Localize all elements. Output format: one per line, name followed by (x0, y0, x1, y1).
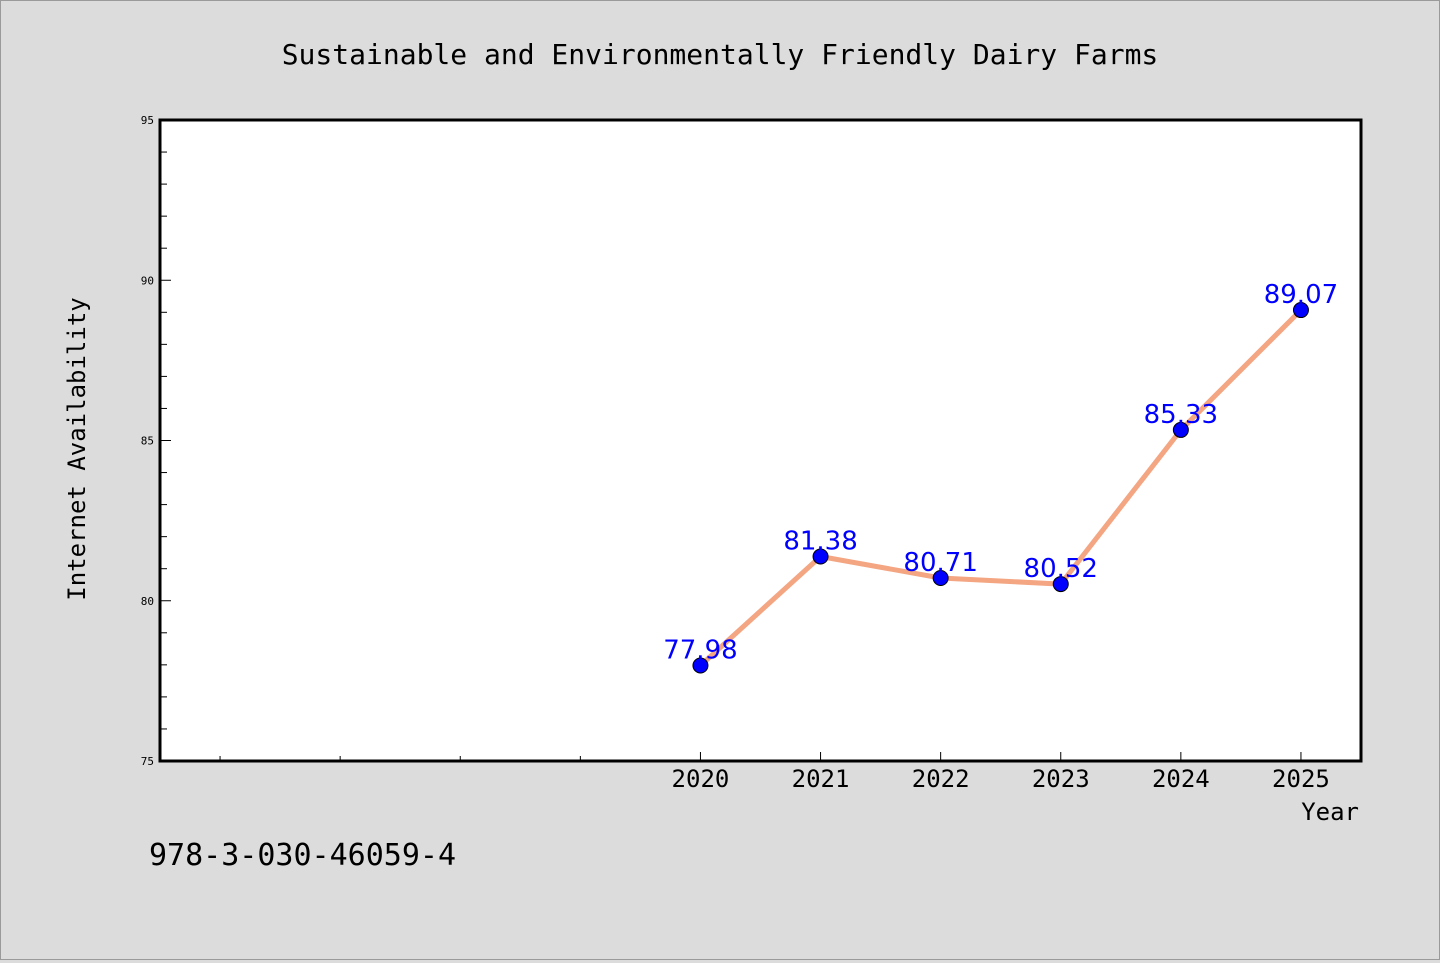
y-tick-label: 95 (141, 114, 154, 127)
y-tick-label: 75 (141, 755, 154, 768)
x-tick-label: 2024 (1152, 765, 1210, 793)
x-tick-label: 2025 (1272, 765, 1330, 793)
x-tick-label: 2020 (672, 765, 730, 793)
data-label: 81.38 (783, 527, 857, 557)
x-axis: 2020 2021 2022 2023 2024 2025 (219, 752, 1330, 793)
series-markers (692, 302, 1309, 674)
data-label: 80.71 (903, 548, 977, 578)
data-label: 85.33 (1144, 400, 1218, 430)
data-label: 80.52 (1024, 554, 1098, 584)
data-label: 89.07 (1264, 280, 1338, 310)
data-labels: 77.98 81.38 80.71 80.52 85.33 89.07 (663, 280, 1338, 665)
y-tick-label: 85 (141, 435, 154, 448)
isbn-annotation: 978-3-030-46059-4 (149, 838, 456, 873)
x-tick-label: 2023 (1032, 765, 1090, 793)
y-tick-label: 80 (141, 595, 154, 608)
data-point (1052, 576, 1069, 593)
y-axis: 75 80 85 90 95 (141, 114, 171, 768)
chart-title: Sustainable and Environmentally Friendly… (282, 38, 1159, 71)
plot-area (158, 118, 1363, 763)
x-axis-label: Year (1301, 798, 1359, 826)
data-point (932, 569, 949, 586)
y-tick-label: 90 (141, 274, 154, 287)
data-point (1292, 302, 1309, 319)
data-point (692, 657, 709, 674)
series-line (697, 307, 1304, 668)
x-tick-label: 2022 (912, 765, 970, 793)
y-axis-label: Internet Availability (63, 297, 91, 600)
data-point (812, 548, 829, 565)
x-tick-label: 2021 (792, 765, 850, 793)
data-label: 77.98 (663, 635, 737, 665)
data-point (1172, 421, 1189, 438)
